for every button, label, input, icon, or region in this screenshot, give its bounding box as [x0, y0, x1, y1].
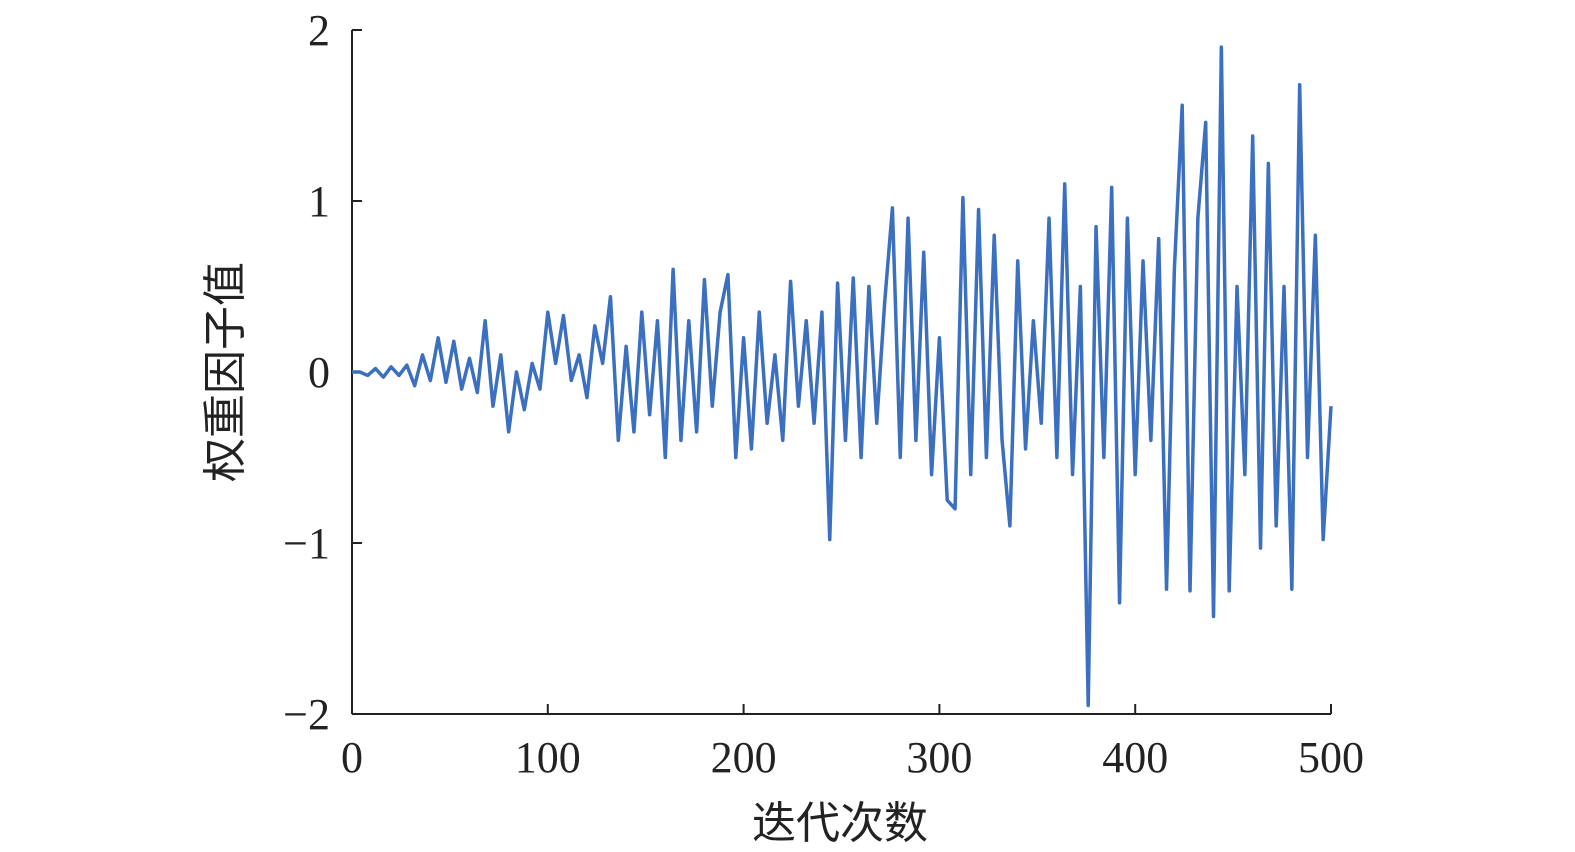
x-tick-label: 500 — [1298, 733, 1364, 782]
x-tick-label: 100 — [515, 733, 581, 782]
x-tick-label: 300 — [906, 733, 972, 782]
x-tick-label: 0 — [341, 733, 363, 782]
y-tick-label: 1 — [308, 177, 330, 226]
y-tick-label: 2 — [308, 6, 330, 55]
y-tick-label: 0 — [308, 348, 330, 397]
data-line — [352, 45, 1333, 708]
y-axis-label: 权重因子值 — [201, 262, 250, 482]
y-tick-label: −1 — [283, 519, 330, 568]
y-tick-label: −2 — [283, 690, 330, 739]
x-axis-label: 迭代次数 — [752, 799, 928, 848]
x-tick-label: 400 — [1102, 733, 1168, 782]
x-tick-label: 200 — [711, 733, 777, 782]
